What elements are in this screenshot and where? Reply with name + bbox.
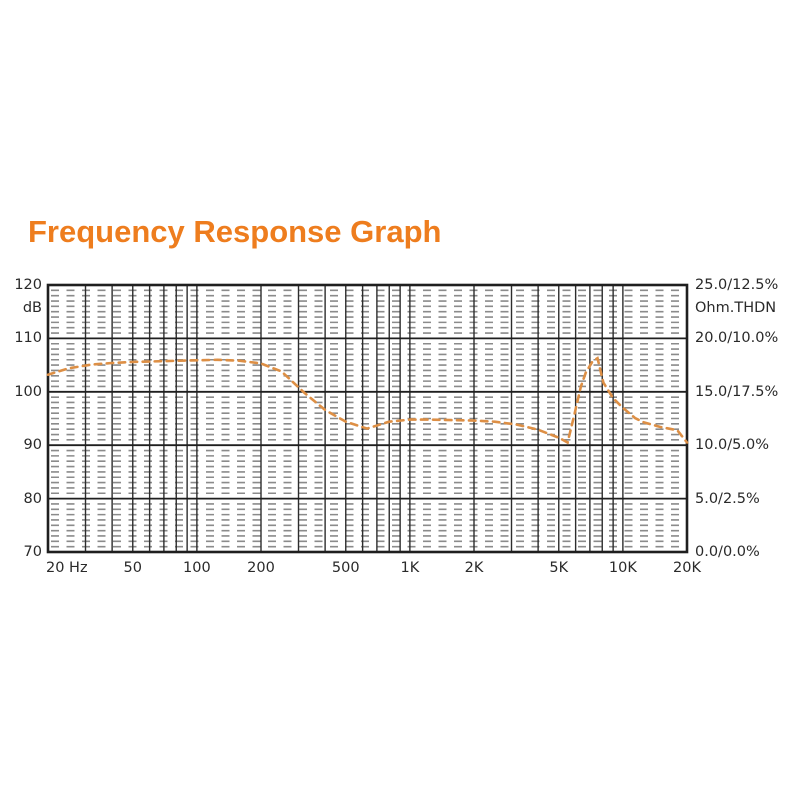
y-left-tick-100: 100 [14, 383, 42, 400]
response-curve [46, 356, 689, 445]
x-tick-100: 100 [183, 560, 211, 576]
x-tick-200: 200 [247, 560, 275, 576]
x-tick-20-Hz: 20 Hz [46, 560, 88, 576]
y-left-tick-120: 120 [14, 277, 42, 293]
y-right-tick-2: 15.0/17.5% [695, 383, 779, 400]
x-tick-2K: 2K [464, 560, 484, 576]
y-right-tick-5: 0.0/0.0% [695, 544, 760, 560]
y-left-tick-110: 110 [14, 330, 42, 347]
x-tick-20K: 20K [673, 560, 701, 576]
frequency-response-plot [46, 283, 689, 554]
plot-border [46, 283, 689, 554]
y-right-tick-3: 10.0/5.0% [695, 437, 770, 454]
y-left-tick-90: 90 [23, 437, 42, 454]
y-right-tick-4: 5.0/2.5% [695, 490, 760, 507]
x-tick-500: 500 [331, 560, 360, 576]
y-left-tick-70: 70 [23, 544, 42, 560]
x-tick-50: 50 [123, 560, 142, 576]
y-left-tick-80: 80 [23, 490, 42, 507]
y-right-tick-1: 20.0/10.0% [695, 330, 779, 347]
x-tick-10K: 10K [608, 560, 637, 576]
chart-title: Frequency Response Graph [28, 214, 442, 249]
y-right-axis-title: Ohm.THDN [695, 300, 777, 316]
y-left-unit: dB [22, 300, 42, 316]
x-tick-1K: 1K [400, 560, 420, 576]
x-tick-5K: 5K [549, 560, 569, 576]
y-right-tick-0: 25.0/12.5% [695, 277, 779, 293]
